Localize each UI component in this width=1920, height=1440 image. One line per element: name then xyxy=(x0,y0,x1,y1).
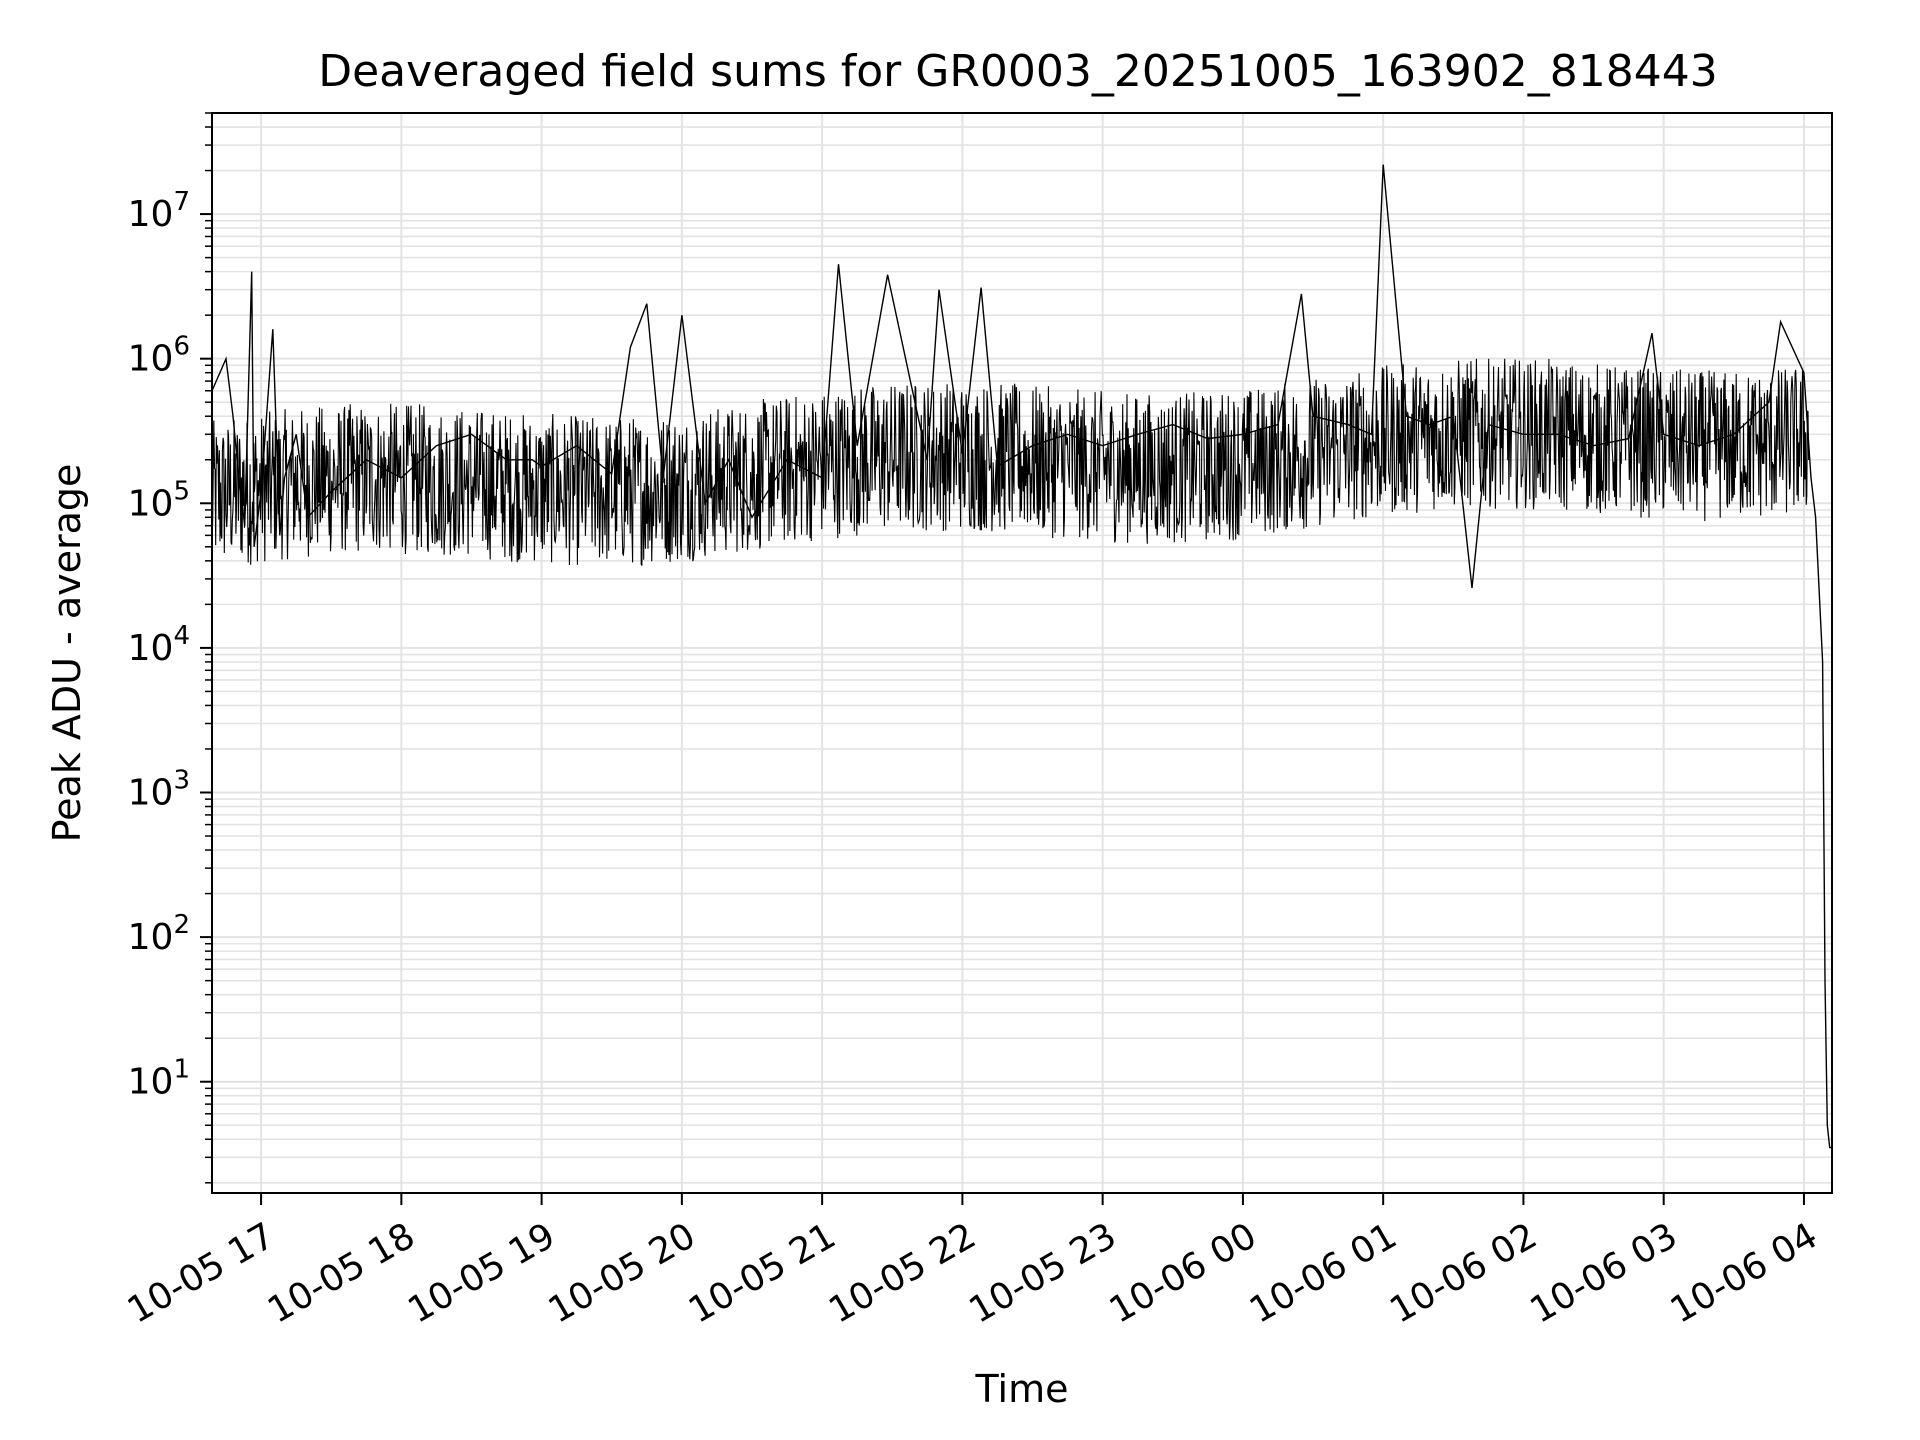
x-tick-label: 10-05 17 xyxy=(121,1215,282,1331)
series-line-group xyxy=(211,164,1832,1149)
y-tick-label: 105 xyxy=(128,476,190,524)
series-line xyxy=(211,164,1832,1149)
y-tick-label: 103 xyxy=(128,766,190,814)
noise-line xyxy=(211,358,1810,566)
x-tick-label: 10-05 21 xyxy=(682,1215,843,1331)
x-tick-label: 10-05 23 xyxy=(962,1215,1123,1331)
x-tick-label: 10-05 22 xyxy=(822,1215,983,1331)
y-axis: 101 102 103 104 105 106 107 xyxy=(128,112,212,1184)
y-axis-label: Peak ADU - average xyxy=(45,464,89,843)
grid xyxy=(212,112,1832,1193)
y-tick-label: 102 xyxy=(128,910,190,958)
noise-band xyxy=(211,358,1810,566)
y-tick-label: 101 xyxy=(128,1055,190,1103)
y-tick-label: 107 xyxy=(128,187,190,235)
x-tick-label: 10-05 20 xyxy=(542,1215,703,1331)
plot-frame xyxy=(211,112,1833,1194)
x-tick-label: 10-06 04 xyxy=(1664,1215,1825,1331)
x-tick-label: 10-05 19 xyxy=(401,1215,562,1331)
x-axis-label: Time xyxy=(975,1367,1069,1411)
y-tick-label: 104 xyxy=(128,621,190,669)
x-tick-label: 10-05 18 xyxy=(261,1215,422,1331)
x-tick-label: 10-06 00 xyxy=(1103,1215,1264,1331)
x-tick-label: 10-06 02 xyxy=(1383,1215,1544,1331)
y-tick-label: 106 xyxy=(128,332,190,380)
x-tick-label: 10-06 01 xyxy=(1243,1215,1404,1331)
chart-title: Deaveraged field sums for GR0003_2025100… xyxy=(318,46,1718,97)
x-tick-label: 10-06 03 xyxy=(1524,1215,1685,1331)
